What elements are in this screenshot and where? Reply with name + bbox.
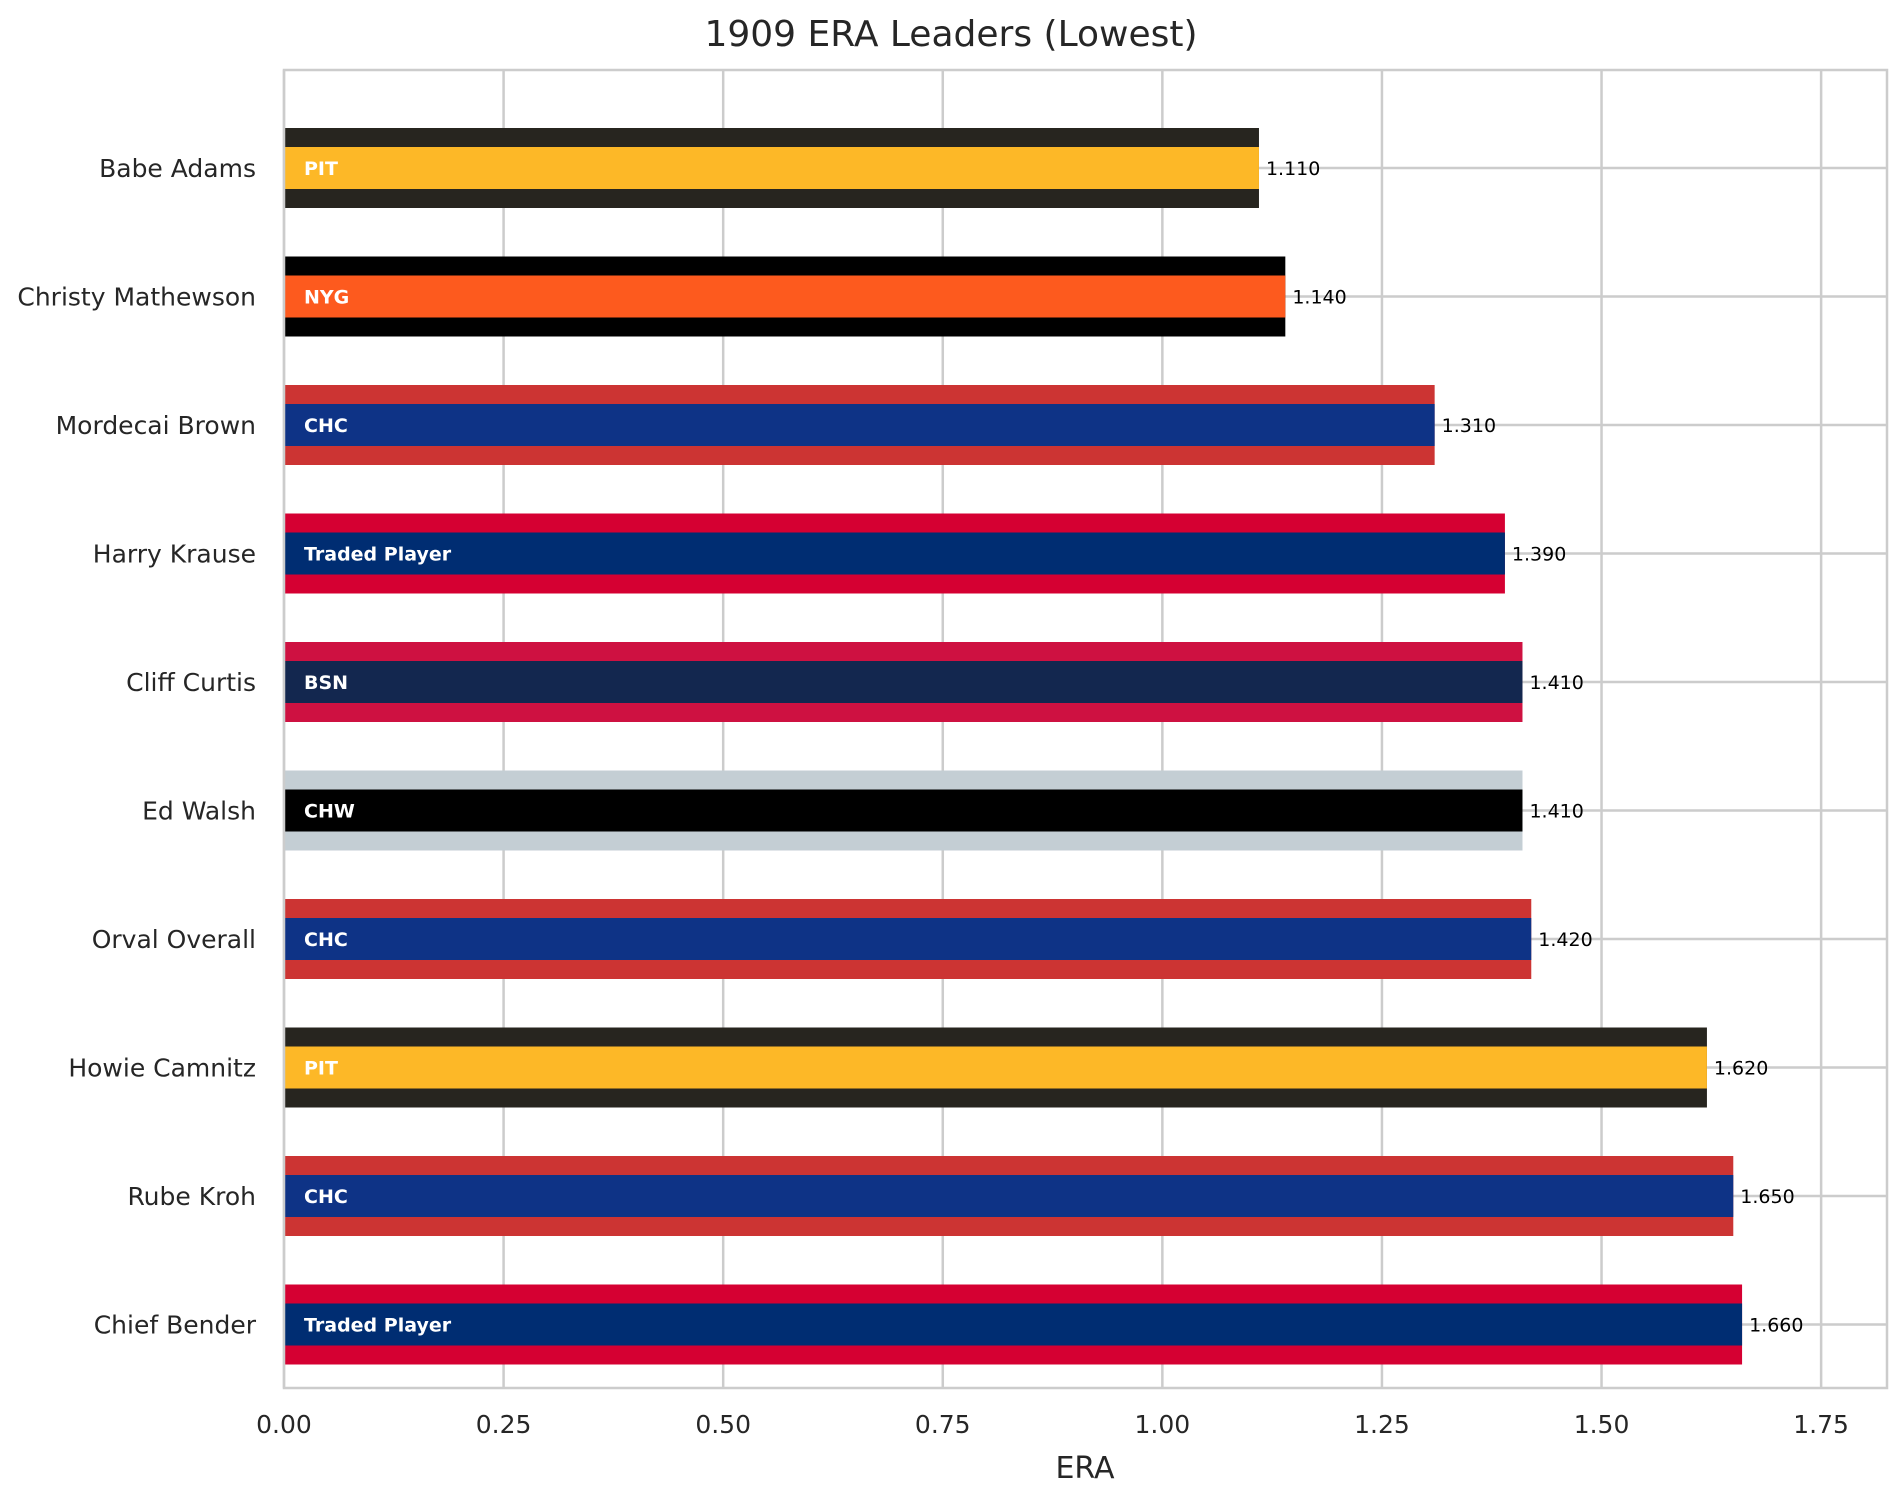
chart-title: 1909 ERA Leaders (Lowest) xyxy=(704,14,1197,55)
team-label: CHW xyxy=(304,801,355,823)
x-tick-label: 0.75 xyxy=(915,1410,971,1439)
value-label: 1.650 xyxy=(1740,1186,1794,1208)
value-label: 1.310 xyxy=(1442,415,1496,437)
y-tick-label: Harry Krause xyxy=(93,540,256,569)
bar-inner xyxy=(284,275,1286,318)
value-label: 1.660 xyxy=(1749,1315,1803,1337)
x-tick-label: 0.50 xyxy=(695,1410,751,1439)
x-tick-label: 1.00 xyxy=(1135,1410,1191,1439)
y-tick-label: Babe Adams xyxy=(99,154,256,183)
team-label: Traded Player xyxy=(304,544,452,566)
x-tick-label: 0.25 xyxy=(476,1410,532,1439)
x-tick-label: 0.00 xyxy=(256,1410,312,1439)
y-tick-label: Christy Mathewson xyxy=(17,283,256,312)
y-tick-label: Cliff Curtis xyxy=(126,668,256,697)
x-tick-label: 1.25 xyxy=(1354,1410,1410,1439)
bar-inner xyxy=(284,789,1523,832)
team-label: PIT xyxy=(304,158,338,180)
plot-frame xyxy=(282,68,1889,1390)
bar-inner xyxy=(284,147,1259,189)
team-label: PIT xyxy=(304,1058,338,1080)
value-label: 1.420 xyxy=(1538,929,1592,951)
bar-layer xyxy=(284,128,1743,1365)
bar-inner xyxy=(284,661,1523,703)
bar-inner xyxy=(284,532,1505,575)
bar-inner xyxy=(284,1175,1734,1217)
value-label: 1.110 xyxy=(1266,158,1320,180)
team-label: CHC xyxy=(304,1186,348,1208)
value-label: 1.620 xyxy=(1714,1058,1768,1080)
y-tick-label: Rube Kroh xyxy=(127,1182,256,1211)
team-label: Traded Player xyxy=(304,1315,452,1337)
y-tick-label: Ed Walsh xyxy=(142,797,256,826)
y-tick-label: Mordecai Brown xyxy=(56,411,256,440)
x-tick-label: 1.75 xyxy=(1793,1410,1849,1439)
bar-inner xyxy=(284,404,1435,446)
team-label: CHC xyxy=(304,929,348,951)
x-axis-label: ERA xyxy=(1055,1451,1115,1486)
y-tick-label: Orval Overall xyxy=(92,925,256,954)
value-label: 1.410 xyxy=(1529,672,1583,694)
team-label: BSN xyxy=(304,672,348,694)
y-tick-label: Howie Camnitz xyxy=(68,1054,256,1083)
team-label: CHC xyxy=(304,415,348,437)
bar-inner xyxy=(284,1303,1743,1346)
x-tick-label: 1.50 xyxy=(1574,1410,1630,1439)
y-tick-label: Chief Bender xyxy=(94,1311,257,1340)
value-label: 1.140 xyxy=(1292,287,1346,309)
bar-inner xyxy=(284,1046,1707,1089)
bar-inner xyxy=(284,918,1532,960)
value-label: 1.410 xyxy=(1529,801,1583,823)
value-label: 1.390 xyxy=(1512,544,1566,566)
label-layer: 0.00 0.25 0.50 0.75 1.00 1.25 1.50 1.75 Babe Ada… xyxy=(17,154,1849,1439)
team-label: NYG xyxy=(304,287,349,309)
